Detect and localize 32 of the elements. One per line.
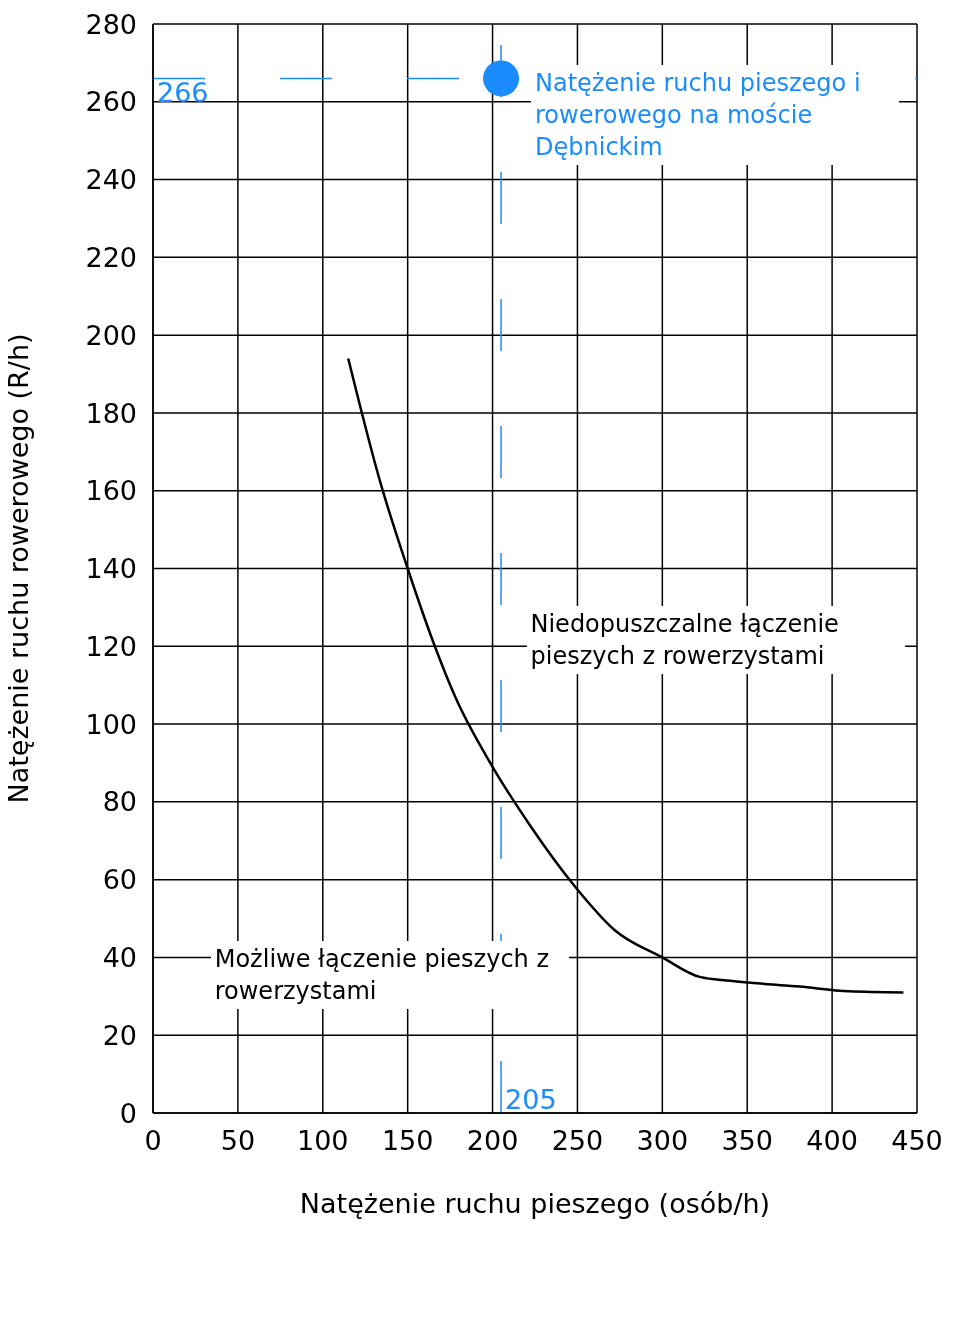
ref-line-label: 205 (505, 1084, 557, 1115)
x-tick-label: 150 (381, 1125, 434, 1157)
x-tick-label: 0 (144, 1125, 162, 1157)
x-axis-title: Natężenie ruchu pieszego (osób/h) (299, 1188, 771, 1219)
y-tick-label: 60 (102, 864, 137, 896)
ref-line-label: 266 (157, 76, 209, 108)
annotation: Niedopuszczalne łączenie pieszych z rowerzystami (526, 605, 905, 674)
y-tick-label: 200 (85, 319, 137, 351)
y-tick-label: 80 (102, 786, 137, 818)
x-tick-label: 300 (636, 1125, 689, 1157)
y-tick-label: 40 (102, 942, 137, 974)
y-tick-label: 180 (85, 397, 137, 429)
x-tick-label: 100 (297, 1125, 349, 1157)
y-tick-label: 20 (102, 1019, 137, 1051)
y-tick-label: 160 (85, 475, 137, 507)
y-tick-label: 100 (85, 708, 137, 740)
y-tick-label: 220 (85, 241, 137, 273)
y-tick-label: 280 (85, 8, 137, 40)
annotation: Możliwe łączenie pieszych z rowerzystami (210, 941, 569, 1010)
y-tick-label: 240 (85, 164, 137, 196)
y-tick-label: 120 (85, 630, 137, 662)
y-axis-title: Natężenie ruchu rowerowego (R/h) (2, 333, 34, 804)
x-tick-label: 200 (466, 1125, 519, 1157)
x-tick-label: 400 (806, 1125, 858, 1157)
x-tick-label: 250 (551, 1125, 604, 1157)
y-tick-label: 140 (85, 553, 137, 585)
annotation: Natężenie ruchu pieszego i rowerowego na moście Dębnickim (531, 65, 900, 166)
x-tick-label: 450 (891, 1125, 943, 1157)
y-tick-label: 0 (119, 1097, 137, 1129)
x-tick-label: 50 (220, 1125, 256, 1157)
x-tick-label: 350 (721, 1125, 773, 1157)
y-tick-label: 260 (85, 86, 137, 118)
